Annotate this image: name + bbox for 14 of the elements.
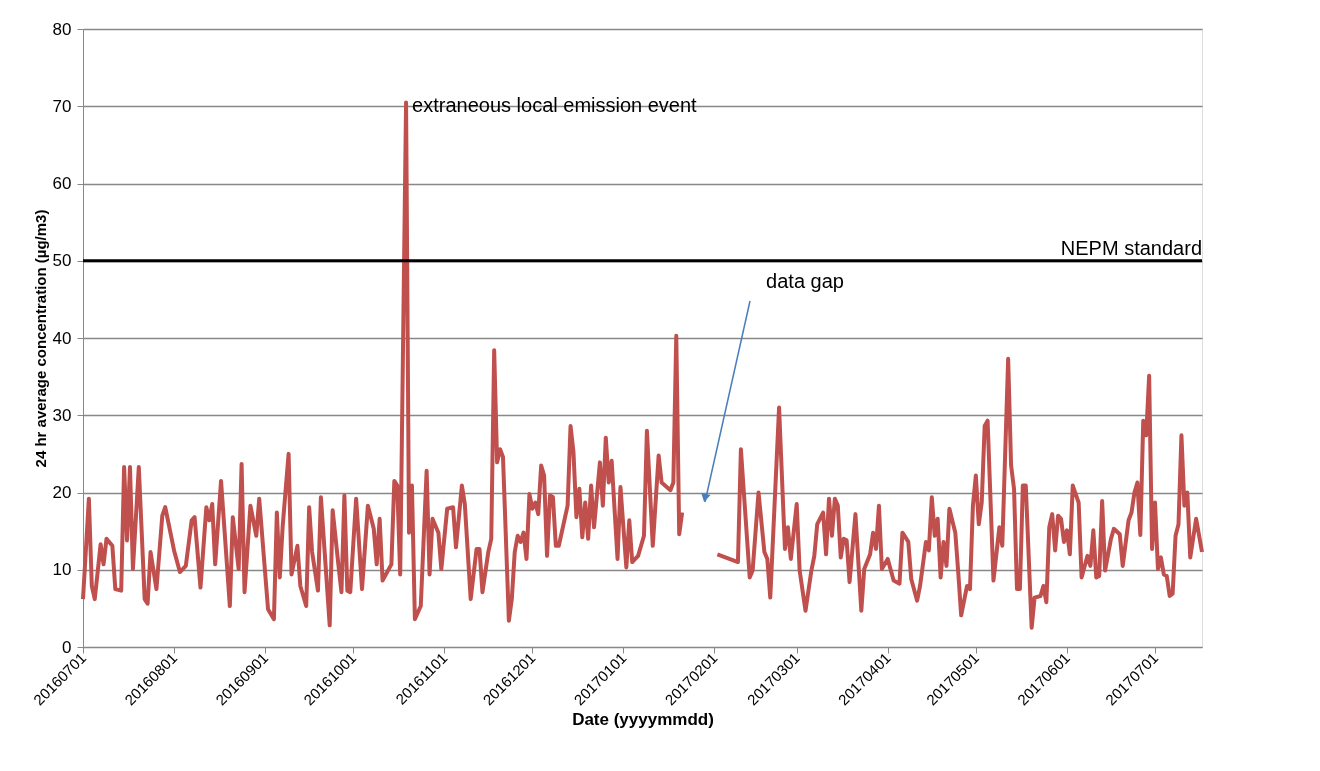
y-tick-label: 50 bbox=[52, 251, 72, 271]
y-axis-title: 24 hr average concentration (µg/m3) bbox=[31, 209, 49, 468]
annotation: data gap bbox=[766, 270, 844, 292]
y-tick-label: 70 bbox=[52, 96, 72, 116]
y-tick-label: 20 bbox=[52, 483, 72, 502]
ref-line-label: NEPM standard bbox=[1060, 236, 1202, 259]
y-tick-label: 10 bbox=[52, 560, 72, 580]
y-tick-label: 40 bbox=[52, 328, 72, 348]
y-tick-label: 30 bbox=[52, 405, 72, 425]
y-tick-label: 80 bbox=[52, 19, 72, 39]
y-tick-label: 60 bbox=[52, 174, 72, 193]
annotation: extraneous local emission event bbox=[412, 94, 698, 117]
y-tick-label: 0 bbox=[62, 637, 72, 657]
x-axis-title: Date (yyyymmdd) bbox=[572, 710, 714, 730]
